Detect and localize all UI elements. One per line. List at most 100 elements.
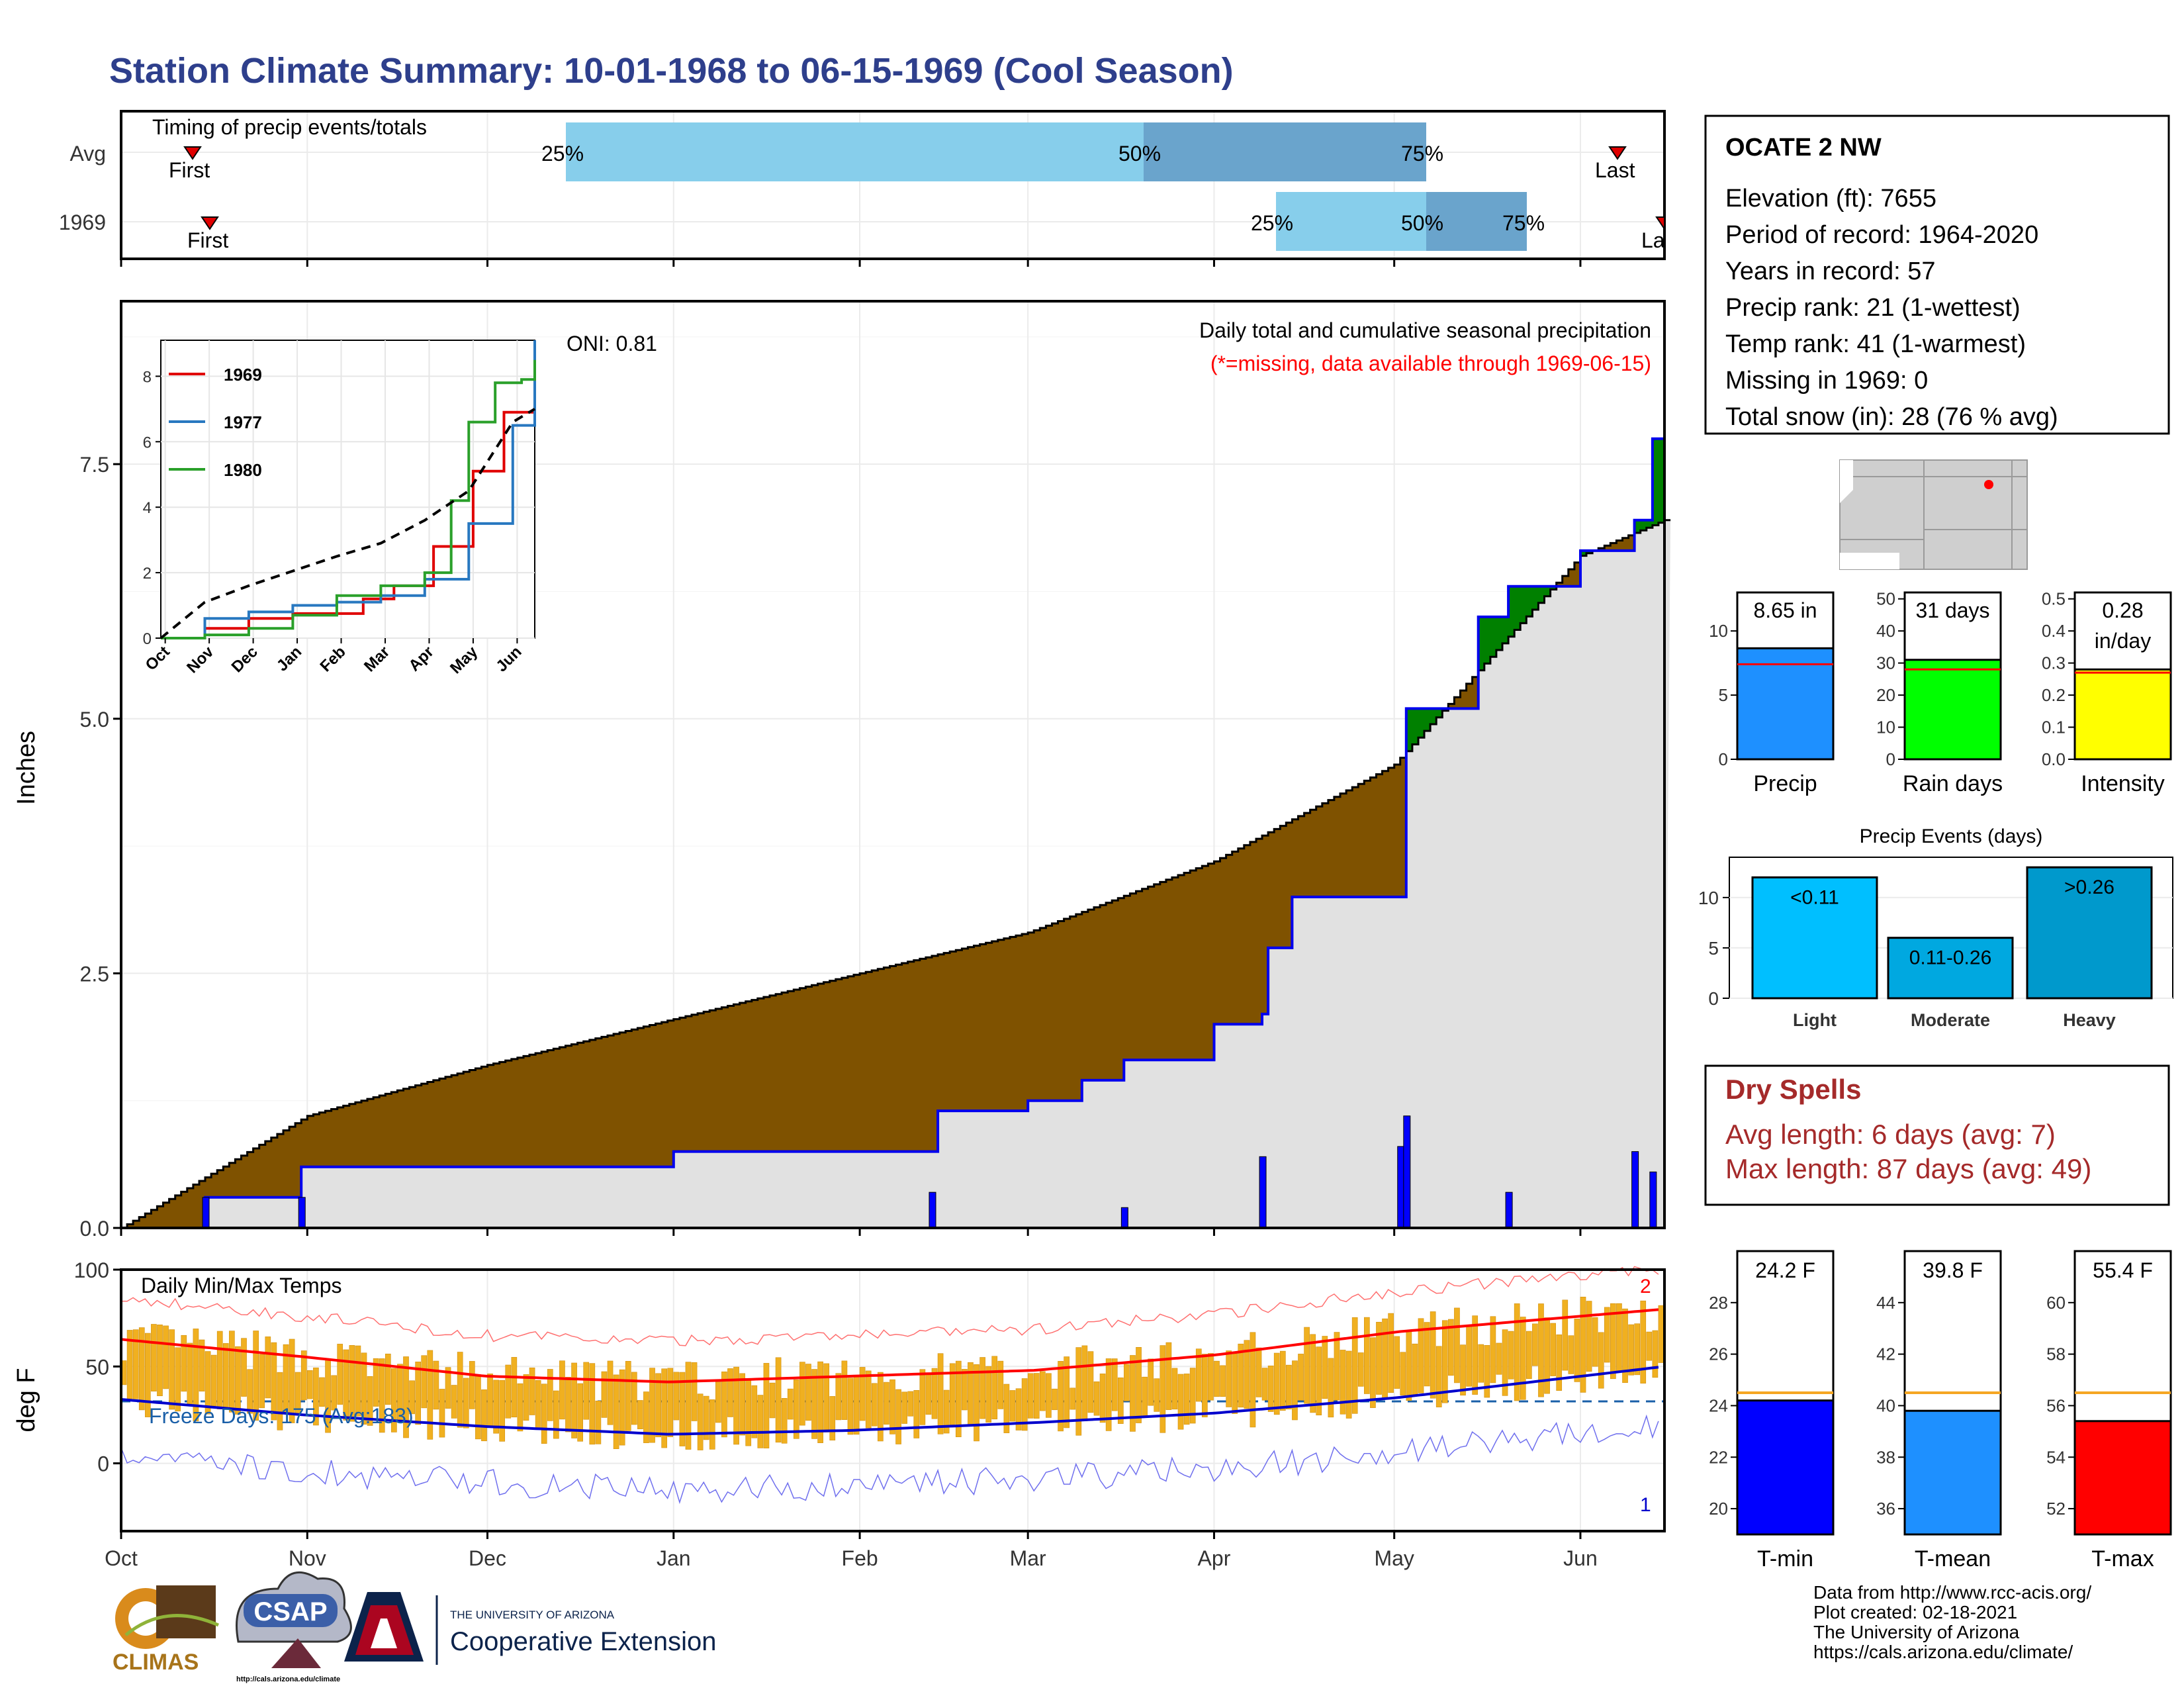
station-line-years: Years in record: 57 (1725, 258, 1936, 285)
daily-temp-bar (349, 1345, 355, 1422)
daily-temp-bar (505, 1364, 512, 1419)
daily-temp-bar (1376, 1321, 1382, 1395)
daily-temp-bar (1136, 1347, 1142, 1423)
daily-temp-bar (1177, 1374, 1184, 1430)
daily-temp-bar (253, 1331, 259, 1421)
daily-temp-bar (1412, 1343, 1418, 1395)
temp-month-label: Apr (1198, 1546, 1231, 1570)
daily-temp-bar (1508, 1331, 1514, 1380)
events-tick-label: 10 (1698, 888, 1719, 908)
daily-temp-bar (517, 1383, 523, 1432)
precip-events-chart: Precip Events (days) 0 5 10 <0.11 Light 0.11-… (1698, 825, 2173, 1030)
timing-label: Timing of precip events/totals (152, 115, 427, 139)
temp-summary-tick-label: 28 (1709, 1293, 1728, 1313)
daily-precip-bar (929, 1192, 936, 1229)
ua-logo-top: THE UNIVERSITY OF ARIZONA (450, 1609, 615, 1621)
daily-temp-bar (847, 1378, 854, 1435)
inset-xtick-label: Mar (361, 643, 393, 675)
daily-temp-bar (841, 1360, 848, 1420)
daily-temp-bar (1075, 1347, 1082, 1436)
station-line-missing: Missing in 1969: 0 (1725, 367, 1928, 395)
daily-temp-bar (1316, 1346, 1322, 1416)
daily-temp-bar (1267, 1365, 1274, 1412)
daily-temp-bar (1214, 1360, 1220, 1397)
timing-1969-first-marker (201, 216, 219, 230)
daily-temp-bar (445, 1367, 451, 1409)
daily-temp-bar (943, 1389, 950, 1434)
daily-temp-bar (1148, 1358, 1154, 1406)
temp-summary-tick-label: 44 (1876, 1293, 1895, 1313)
daily-temp-bar (637, 1400, 643, 1430)
daily-temp-bar (1238, 1343, 1244, 1408)
daily-temp-bar (1460, 1344, 1466, 1396)
temp-ylabel: deg F (13, 1368, 40, 1432)
summary-bar-tick-label: 0 (1886, 749, 1895, 769)
daily-precip-bar (1397, 1146, 1405, 1229)
daily-temp-bar (1622, 1308, 1628, 1383)
daily-temp-bar (1544, 1317, 1550, 1394)
page-title: Station Climate Summary: 10-01-1968 to 0… (109, 51, 1234, 91)
events-tick-label: 5 (1708, 938, 1719, 959)
events-tick-label: 0 (1708, 988, 1719, 1009)
daily-temp-bar (1093, 1381, 1100, 1416)
daily-temp-bar (1400, 1352, 1406, 1396)
daily-temp-bar (775, 1357, 782, 1443)
daily-temp-bar (1525, 1331, 1532, 1379)
daily-temp-bar (1532, 1323, 1538, 1366)
timing-1969-p50: 50% (1401, 211, 1443, 235)
daily-temp-bar (913, 1389, 920, 1438)
daily-temp-bar (409, 1380, 415, 1415)
events-bar-text: <0.11 (1790, 886, 1839, 908)
temp-marker-top: 2 (1640, 1276, 1651, 1297)
ua-logo: THE UNIVERSITY OF ARIZONA Cooperative Ex… (344, 1592, 716, 1665)
events-bar-light (1751, 876, 1878, 1000)
daily-temp-bar (1154, 1378, 1160, 1412)
temp-month-label: Feb (842, 1546, 878, 1570)
csap-logo-url: http://cals.arizona.edu/climate (236, 1675, 340, 1683)
daily-temp-bar (1454, 1307, 1460, 1383)
inset-xtick-label: Jan (273, 643, 305, 675)
summary-bar-value: 31 days (1915, 598, 1989, 622)
daily-temp-bar (661, 1368, 668, 1448)
cumulative-1969-line (121, 347, 1666, 1229)
temp-summary-tick-label: 42 (1876, 1344, 1895, 1364)
inset-xtick-label: Jun (492, 643, 525, 675)
temp-summary-bar-t-max (2073, 1420, 2172, 1536)
daily-temp-bar (1448, 1319, 1454, 1376)
timing-panel: Timing of precip events/totals Avg 1969 … (59, 110, 1666, 267)
summary-bar-tick-label: 30 (1876, 653, 1895, 673)
inset-xtick-label: May (447, 643, 482, 678)
deficit-area (127, 535, 1635, 1228)
daily-temp-bar (247, 1369, 253, 1414)
daily-temp-bar (1478, 1344, 1484, 1383)
daily-temp-bar (781, 1398, 788, 1444)
daily-temp-bar (643, 1391, 649, 1443)
daily-precip-bar (1649, 1171, 1657, 1229)
daily-temp-bar (937, 1353, 944, 1434)
events-bar-moderate (1887, 937, 2014, 1000)
timing-1969-p25: 25% (1251, 211, 1293, 235)
daily-temp-bar (1598, 1332, 1604, 1389)
daily-temp-bar (199, 1339, 205, 1391)
daily-temp-bar (829, 1396, 836, 1440)
daily-temp-bar (373, 1358, 379, 1407)
daily-temp-bar (1658, 1305, 1664, 1363)
daily-temp-bar (949, 1363, 956, 1425)
daily-temp-bar (1435, 1346, 1442, 1407)
daily-temp-bar (1604, 1307, 1610, 1363)
daily-temp-bar (547, 1369, 553, 1421)
daily-temp-bar (1382, 1318, 1388, 1398)
daily-temp-bar (931, 1368, 938, 1419)
daily-temp-bar (884, 1382, 889, 1425)
daily-precip-bar (1120, 1207, 1128, 1229)
summary-bar-value: 0.28 (2102, 598, 2143, 622)
inset-legend-1977: 1977 (224, 412, 262, 432)
daily-temp-bar (511, 1357, 518, 1418)
timing-avg-p50: 50% (1118, 142, 1161, 165)
timing-avg-p25: 25% (541, 142, 584, 165)
timing-avg-first: First (169, 158, 210, 182)
daily-temp-bar (1292, 1360, 1298, 1421)
daily-temp-bar (1183, 1374, 1190, 1425)
daily-temp-bar (571, 1362, 577, 1438)
temp-summary-tick-label: 40 (1876, 1395, 1895, 1415)
